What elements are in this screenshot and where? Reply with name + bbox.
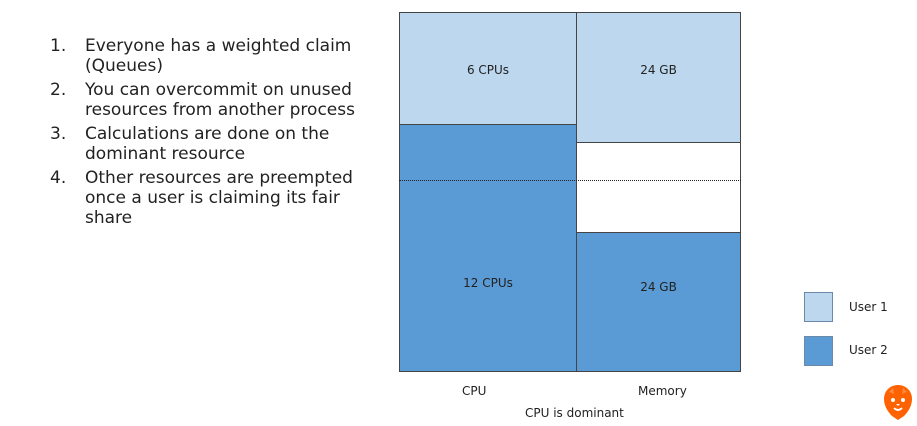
- cpu-user1-label: 6 CPUs: [466, 63, 510, 77]
- diagram-caption: CPU is dominant: [525, 406, 624, 420]
- cpu-axis-label: CPU: [462, 384, 487, 398]
- memory-user2-label: 24 GB: [640, 280, 677, 294]
- cpu-user2-block: 12 CPUs: [399, 124, 577, 372]
- list-text: Other resources are preempted once a use…: [85, 168, 353, 228]
- list-number: 4.: [50, 168, 67, 188]
- legend-label-user2: User 2: [849, 343, 888, 357]
- list-text: Calculations are done on the dominant re…: [85, 124, 330, 164]
- list-item: 4. Other resources are preempted once a …: [50, 168, 380, 228]
- legend-swatch-user1: [804, 292, 833, 322]
- list-item: 3. Calculations are done on the dominant…: [50, 124, 380, 164]
- list-text: Everyone has a weighted claim (Queues): [85, 36, 352, 76]
- cpu-user2-label: 12 CPUs: [463, 276, 513, 290]
- lion-logo-icon: [880, 382, 916, 422]
- memory-user2-block: 24 GB: [576, 232, 741, 372]
- legend-swatch-user2: [804, 336, 833, 366]
- list-text: You can overcommit on unused resources f…: [85, 80, 355, 120]
- list-number: 1.: [50, 36, 67, 56]
- memory-user1-label: 24 GB: [640, 63, 677, 77]
- memory-unused-block: [576, 142, 741, 233]
- legend-label-user1: User 1: [849, 300, 888, 314]
- fair-share-line: [399, 180, 741, 181]
- bullet-list: 1. Everyone has a weighted claim (Queues…: [50, 36, 380, 232]
- list-item: 2. You can overcommit on unused resource…: [50, 80, 380, 120]
- memory-axis-label: Memory: [638, 384, 687, 398]
- cpu-user1-block: 6 CPUs: [399, 12, 577, 125]
- list-item: 1. Everyone has a weighted claim (Queues…: [50, 36, 380, 76]
- memory-user1-block: 24 GB: [576, 12, 741, 143]
- list-number: 2.: [50, 80, 67, 100]
- list-number: 3.: [50, 124, 67, 144]
